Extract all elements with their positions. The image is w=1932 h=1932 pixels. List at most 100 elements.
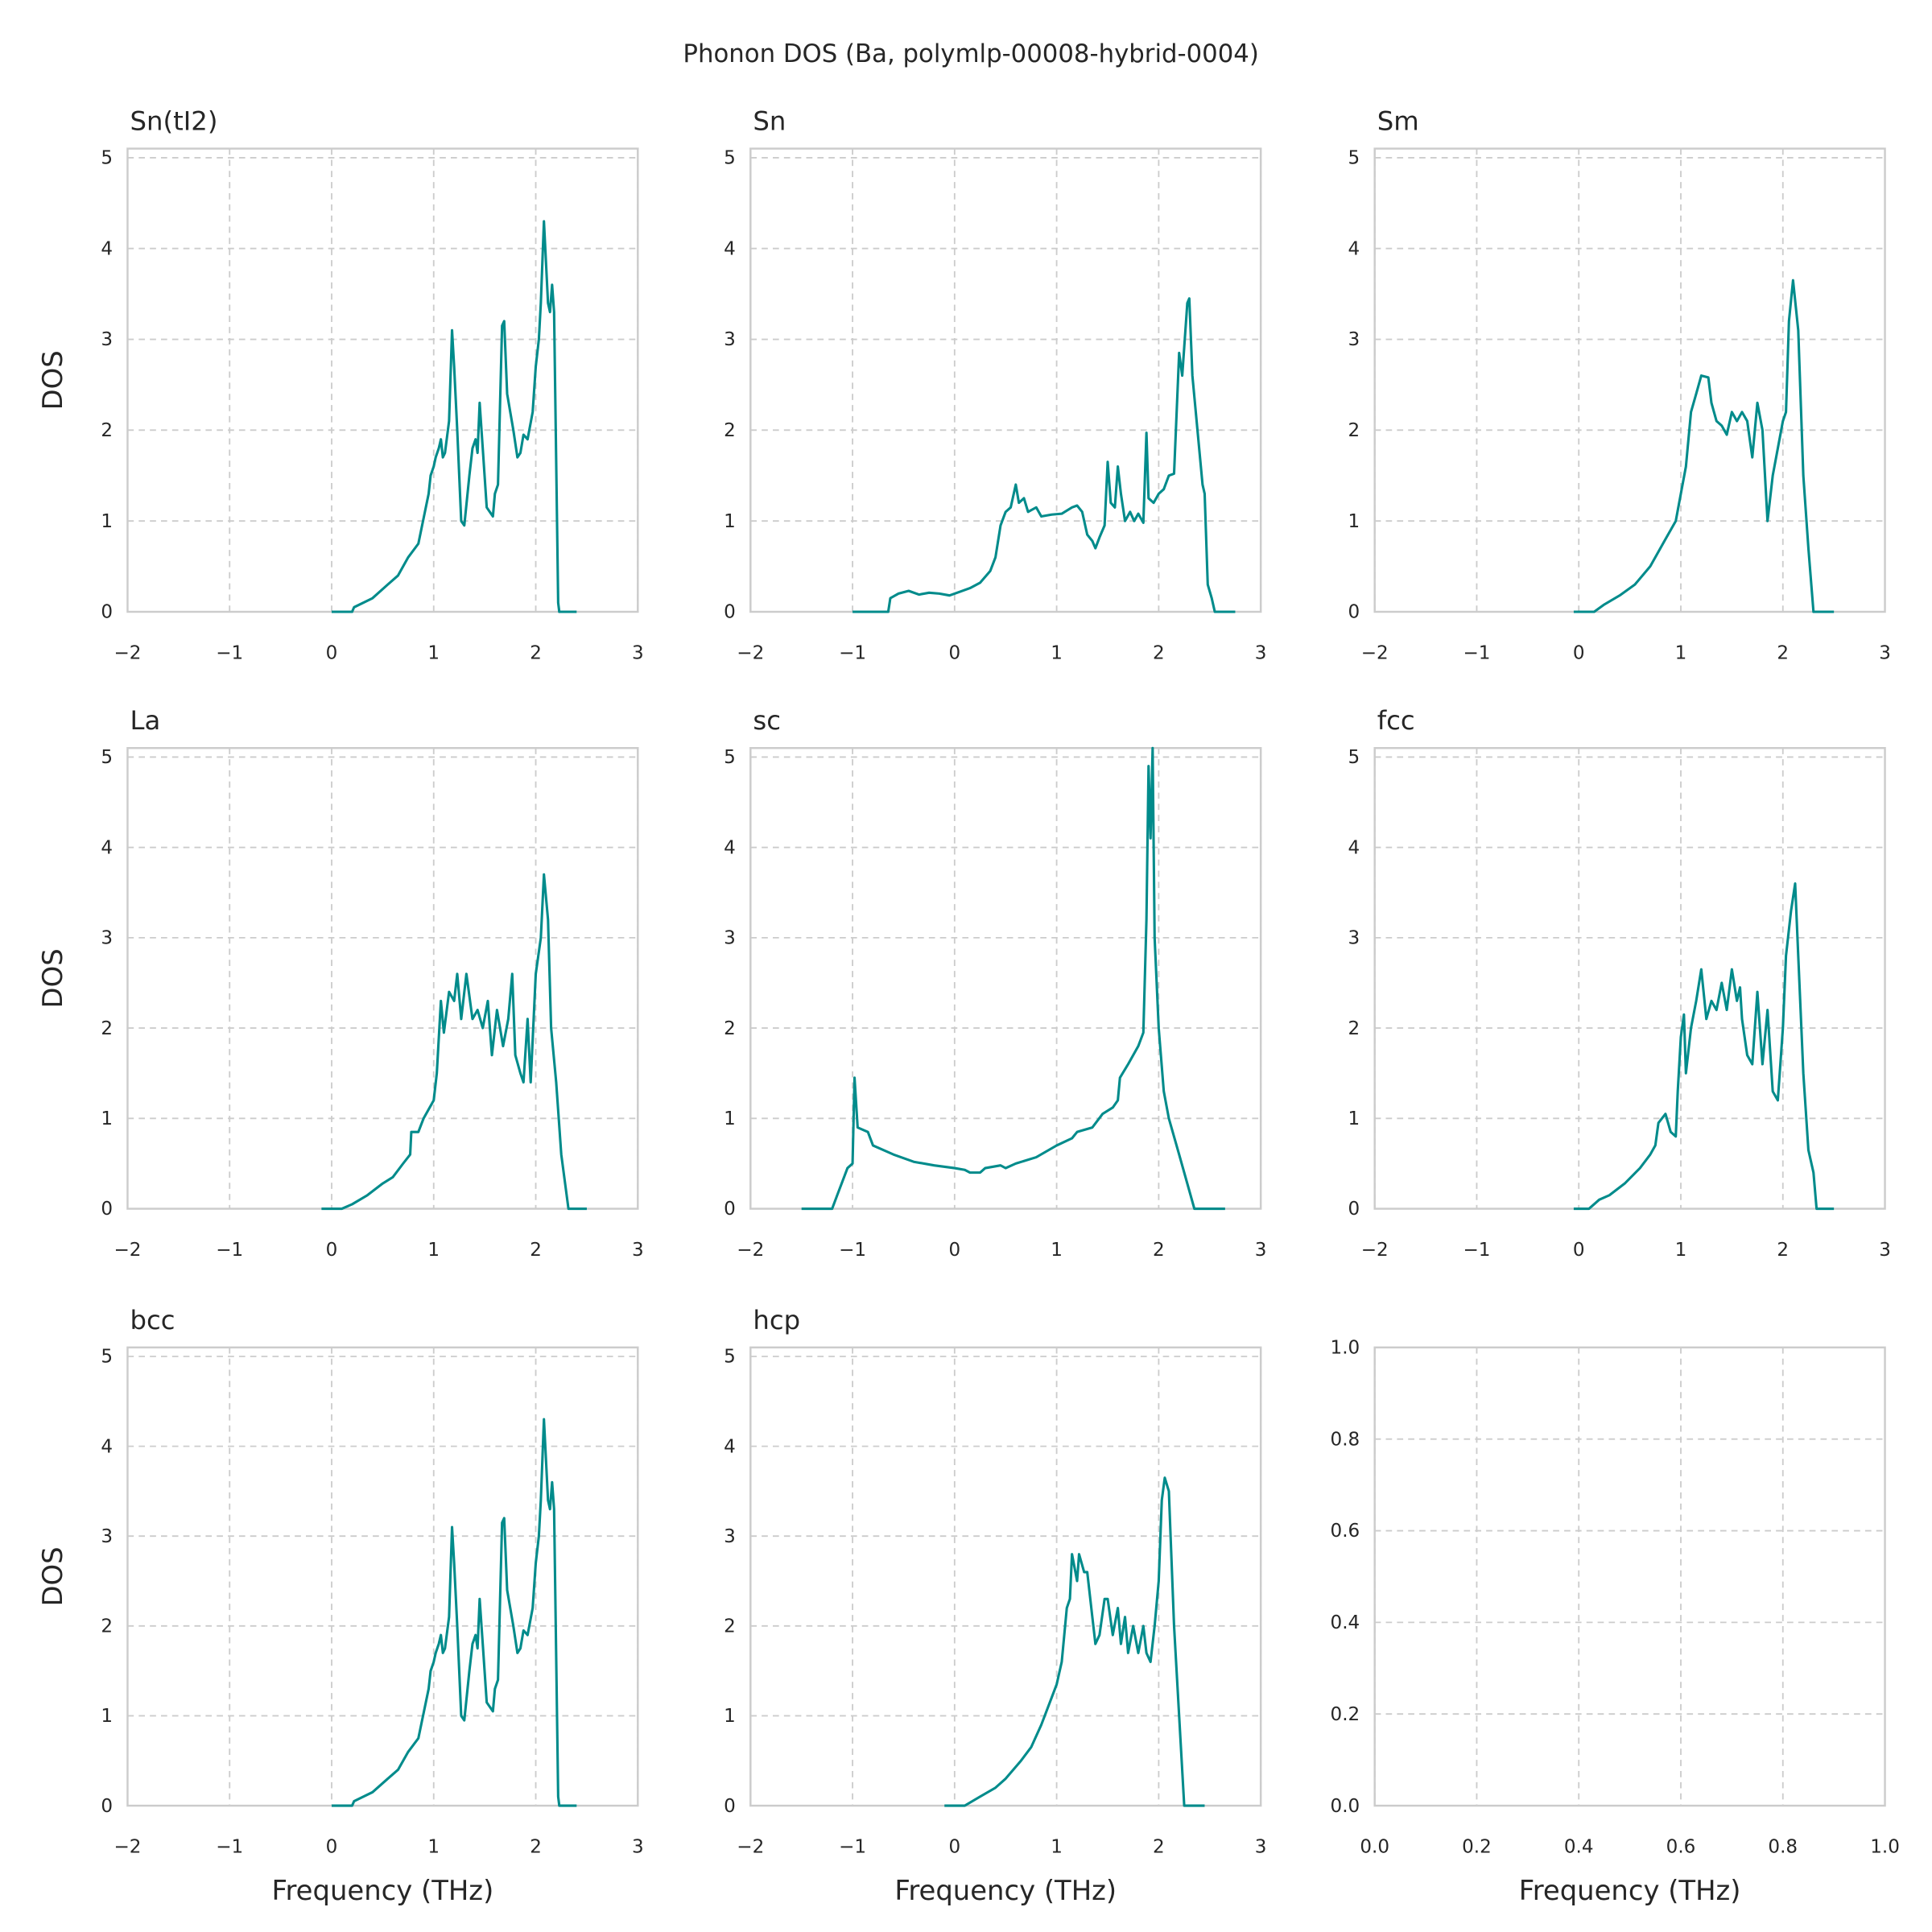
x-tick-label: 2 bbox=[1153, 1837, 1165, 1858]
y-tick-label: 1 bbox=[724, 1706, 736, 1727]
x-tick-label: 1 bbox=[427, 642, 440, 663]
x-tick-label: −1 bbox=[216, 1837, 243, 1858]
y-tick-label: 1 bbox=[101, 511, 113, 532]
axes-frame bbox=[1373, 147, 1886, 613]
y-tick-label: 0.8 bbox=[1331, 1429, 1360, 1450]
x-tick-label: 3 bbox=[1255, 642, 1267, 663]
y-tick-label: 3 bbox=[101, 329, 113, 350]
x-tick-label: 1 bbox=[1051, 642, 1063, 663]
x-tick-label: 0 bbox=[326, 1837, 338, 1858]
y-tick-label: 2 bbox=[1348, 420, 1360, 441]
x-tick-label: −2 bbox=[737, 1837, 764, 1858]
subplot-title: Sn bbox=[753, 106, 786, 137]
x-tick-label: 2 bbox=[530, 1837, 542, 1858]
y-tick-label: 5 bbox=[101, 747, 113, 768]
y-tick-label: 0.6 bbox=[1331, 1521, 1360, 1542]
x-tick-label: 1 bbox=[1675, 642, 1687, 663]
subplot-title: Sn(tI2) bbox=[130, 106, 218, 137]
x-tick-label: 2 bbox=[530, 1240, 542, 1261]
subplot-Sn(tI2): −2 −1 0 1 2 3 0 1 2 3 4 5 Sn(tI2) DOS bbox=[37, 106, 644, 664]
x-tick-label: 1 bbox=[1051, 1837, 1063, 1858]
x-tick-label: −1 bbox=[839, 1240, 866, 1261]
axes-frame bbox=[1373, 1346, 1886, 1807]
y-tick-label: 2 bbox=[101, 1018, 113, 1039]
x-tick-label: −1 bbox=[839, 1837, 866, 1858]
x-tick-label: −2 bbox=[1361, 642, 1389, 663]
x-tick-label: 3 bbox=[1255, 1240, 1267, 1261]
x-tick-label: 3 bbox=[632, 1240, 644, 1261]
x-tick-label: −2 bbox=[737, 1240, 764, 1261]
y-tick-label: 0.4 bbox=[1331, 1612, 1360, 1633]
y-tick-label: 0.2 bbox=[1331, 1704, 1360, 1725]
x-tick-label: 0 bbox=[949, 1240, 961, 1261]
y-tick-label: 0 bbox=[101, 1796, 113, 1817]
y-tick-label: 0 bbox=[724, 1796, 736, 1817]
subplot-empty: 0.0 0.2 0.4 0.6 0.8 1.0 0.0 0.2 0.4 0.6 0.8 1.0 Freq… bbox=[1331, 1338, 1900, 1906]
x-tick-label: −2 bbox=[1361, 1240, 1389, 1261]
y-tick-label: 1 bbox=[101, 1108, 113, 1129]
x-tick-label: −1 bbox=[1463, 642, 1490, 663]
subplot-hcp: −2 −1 0 1 2 3 0 1 2 3 4 5 hcp Frequency (THz) bbox=[724, 1305, 1266, 1906]
x-tick-label: 0.4 bbox=[1564, 1837, 1594, 1858]
x-tick-label: 2 bbox=[1777, 1240, 1789, 1261]
y-tick-label: 2 bbox=[101, 1616, 113, 1637]
axes-frame bbox=[126, 747, 639, 1210]
subplot-fcc: −2 −1 0 1 2 3 0 1 2 3 4 5 fcc bbox=[1348, 705, 1891, 1261]
x-tick-label: 3 bbox=[632, 1837, 644, 1858]
x-tick-label: 3 bbox=[632, 642, 644, 663]
y-tick-label: 2 bbox=[724, 420, 736, 441]
subplot-La: −2 −1 0 1 2 3 0 1 2 3 4 5 La DOS bbox=[37, 705, 644, 1261]
y-axis-label: DOS bbox=[37, 1546, 68, 1606]
y-tick-label: 2 bbox=[1348, 1018, 1360, 1039]
y-tick-label: 0 bbox=[1348, 602, 1360, 623]
x-tick-label: 1 bbox=[427, 1837, 440, 1858]
x-tick-label: −2 bbox=[114, 1240, 141, 1261]
y-tick-label: 5 bbox=[101, 1347, 113, 1368]
y-tick-label: 5 bbox=[724, 148, 736, 169]
axes-frame bbox=[1373, 747, 1886, 1210]
y-tick-label: 0 bbox=[101, 1199, 113, 1220]
x-axis-label: Frequency (THz) bbox=[272, 1875, 494, 1906]
x-tick-label: 2 bbox=[1153, 642, 1165, 663]
y-tick-label: 0 bbox=[724, 1199, 736, 1220]
y-tick-label: 0.0 bbox=[1331, 1796, 1360, 1817]
y-tick-label: 2 bbox=[101, 420, 113, 441]
y-tick-label: 0 bbox=[1348, 1199, 1360, 1220]
x-tick-label: 0 bbox=[949, 1837, 961, 1858]
x-tick-label: −2 bbox=[114, 1837, 141, 1858]
x-tick-label: 0.2 bbox=[1462, 1837, 1492, 1858]
y-tick-label: 3 bbox=[1348, 928, 1360, 949]
y-tick-label: 3 bbox=[101, 1526, 113, 1547]
x-tick-label: 2 bbox=[1777, 642, 1789, 663]
axes-frame bbox=[749, 147, 1262, 613]
axes-frame bbox=[749, 1346, 1262, 1807]
y-tick-label: 4 bbox=[101, 238, 113, 259]
x-tick-label: −1 bbox=[1463, 1240, 1490, 1261]
x-tick-label: 0 bbox=[326, 1240, 338, 1261]
dos-line bbox=[321, 873, 587, 1211]
y-tick-label: 1 bbox=[1348, 1108, 1360, 1129]
y-tick-label: 3 bbox=[101, 928, 113, 949]
y-tick-label: 5 bbox=[1348, 747, 1360, 768]
y-tick-label: 0 bbox=[724, 602, 736, 623]
y-tick-label: 4 bbox=[724, 837, 736, 858]
y-tick-label: 2 bbox=[724, 1018, 736, 1039]
dos-line bbox=[801, 746, 1225, 1211]
y-tick-label: 4 bbox=[1348, 238, 1360, 259]
y-tick-label: 3 bbox=[724, 928, 736, 949]
y-tick-label: 4 bbox=[1348, 837, 1360, 858]
y-axis-label: DOS bbox=[37, 350, 68, 410]
x-tick-label: 1.0 bbox=[1870, 1837, 1900, 1858]
y-tick-label: 3 bbox=[1348, 329, 1360, 350]
y-tick-label: 1 bbox=[1348, 511, 1360, 532]
x-tick-label: −2 bbox=[114, 642, 141, 663]
y-tick-label: 1.0 bbox=[1331, 1338, 1360, 1359]
y-tick-label: 2 bbox=[724, 1616, 736, 1637]
dos-line bbox=[332, 1418, 577, 1807]
dos-line bbox=[944, 1476, 1205, 1807]
x-tick-label: 0 bbox=[1573, 642, 1585, 663]
subplot-title: hcp bbox=[753, 1305, 800, 1335]
dos-line bbox=[1573, 882, 1835, 1211]
y-tick-label: 4 bbox=[724, 1436, 736, 1457]
